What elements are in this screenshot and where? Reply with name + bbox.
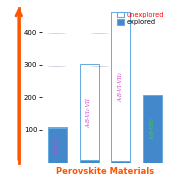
X-axis label: Perovskite Materials: Perovskite Materials [56, 167, 154, 176]
Bar [80, 160, 99, 163]
Bar [143, 95, 162, 163]
Bar [111, 161, 130, 163]
Bar [111, 12, 130, 161]
Bar [48, 127, 67, 128]
Text: A-B-VII₃: A-B-VII₃ [150, 118, 155, 140]
Text: A-B-VI₃: A-B-VI₃ [55, 135, 60, 155]
Text: A-B-VI₂·VII: A-B-VI₂·VII [87, 98, 92, 128]
Text: A-B-VI·VII₂: A-B-VI·VII₂ [119, 73, 124, 102]
Bar [48, 128, 67, 163]
Legend: unexplored, explored: unexplored, explored [116, 11, 165, 26]
Bar [80, 64, 99, 160]
